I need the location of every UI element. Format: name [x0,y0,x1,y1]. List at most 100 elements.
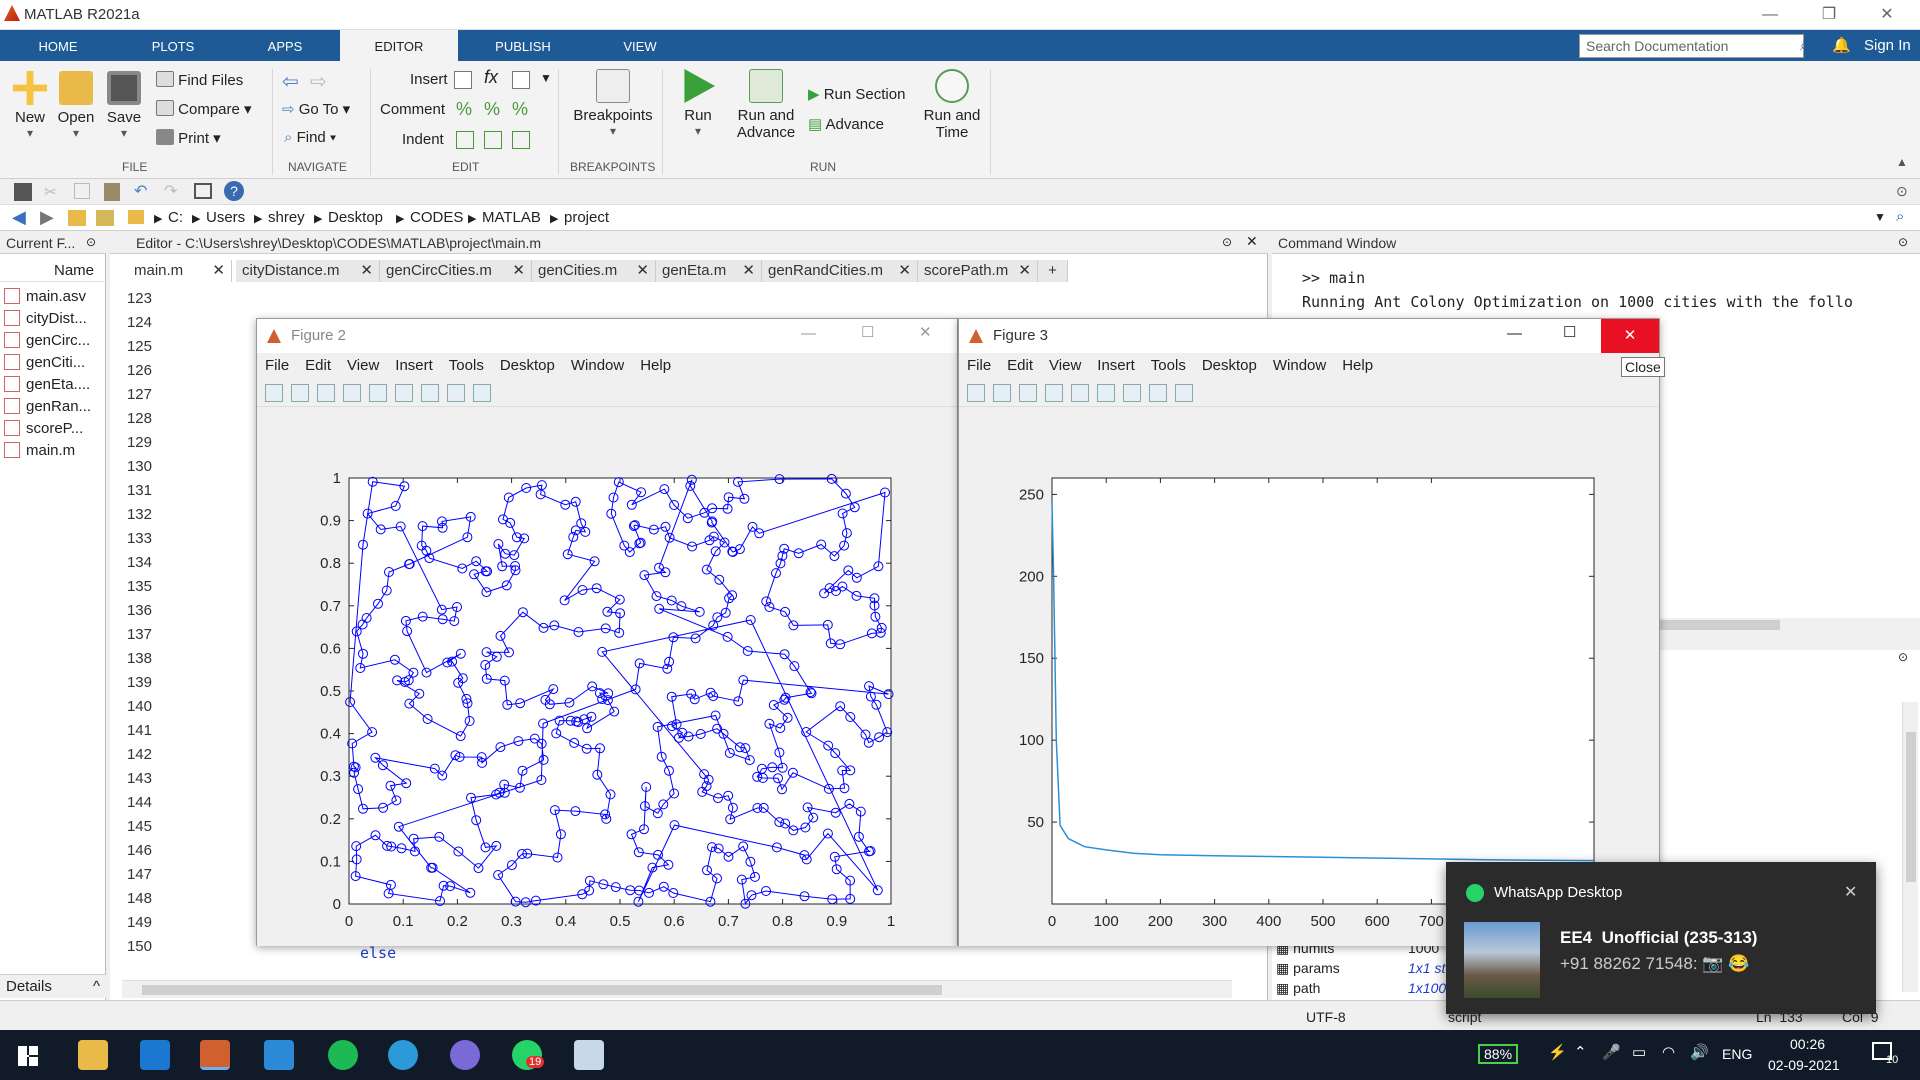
legend-icon[interactable] [1123,384,1141,402]
goto-button[interactable]: ⇨ Go To ▾ [282,101,351,118]
comment-button[interactable]: Comment [380,101,446,118]
open-icon[interactable] [993,384,1011,402]
menu-view[interactable]: View [1049,357,1082,374]
clock-date[interactable]: 02-09-2021 [1768,1057,1840,1073]
edge-icon[interactable] [388,1040,418,1070]
decrease-indent-icon[interactable] [512,131,530,149]
print-icon[interactable] [1045,384,1063,402]
open-icon[interactable] [291,384,309,402]
windows-start-icon[interactable] [18,1046,38,1066]
volume-icon[interactable]: 🔊 [1690,1044,1709,1061]
tab-view[interactable]: VIEW [623,39,657,54]
back-icon[interactable]: ◀ [12,207,26,227]
list-item[interactable]: genRan... [26,398,92,415]
menu-desktop[interactable]: Desktop [499,357,555,374]
maximize-button[interactable]: ☐ [861,324,875,341]
menu-edit[interactable]: Edit [1007,357,1034,374]
breakpoints-button[interactable]: Breakpoints ▾ [570,69,656,138]
edit-plot-icon[interactable] [1149,384,1167,402]
breadcrumb-codes[interactable]: CODES [410,209,464,226]
close-tab-icon[interactable]: ✕ [512,262,525,279]
path-dropdown-icon[interactable]: ▼ [1874,210,1886,224]
switch-windows-icon[interactable] [194,183,212,199]
menu-file[interactable]: File [967,357,992,374]
browse-folder-icon[interactable] [96,210,114,226]
toast-close-icon[interactable]: ✕ [1844,884,1858,901]
close-button[interactable]: ✕ [1601,319,1659,353]
close-tab-icon[interactable]: ✕ [898,262,911,279]
menu-insert[interactable]: Insert [395,357,433,374]
close-tab-icon[interactable]: ✕ [742,262,755,279]
figure-3-window[interactable]: Figure 3 — ☐ ✕ Close File Edit View Insert T… [958,318,1665,946]
print-button[interactable]: Print ▾ [156,129,221,147]
link-plot-icon[interactable] [369,384,387,402]
tab-gencities-m[interactable]: genCities.m ✕ [532,260,656,282]
colorbar-icon[interactable] [1097,384,1115,402]
list-item[interactable]: scoreP... [26,420,84,437]
menu-tools[interactable]: Tools [1150,357,1186,374]
tab-plots[interactable]: PLOTS [151,39,195,54]
horizontal-scrollbar[interactable] [122,980,1232,998]
collapse-ribbon-icon[interactable]: ▲ [1896,155,1908,169]
tsp-path-plot[interactable]: 0 0.1 0.2 0.3 0.4 0.5 0.6 0.7 0.8 0.9 1 0 0.1 0.2 0.3 0… [257,408,957,946]
editor-menu-icon[interactable]: ⊙ [1222,235,1233,249]
tab-apps[interactable]: APPS [267,39,303,54]
breadcrumb-c[interactable]: C: [168,209,183,226]
matlab-taskbar-icon[interactable] [200,1040,230,1070]
insert-section-icon[interactable] [454,71,472,89]
command-window-menu-icon[interactable]: ⊙ [1898,235,1909,249]
property-inspector-icon[interactable] [1175,384,1193,402]
menu-file[interactable]: File [265,357,290,374]
workspace-var-path[interactable]: ▦ path [1276,980,1321,996]
close-tab-icon[interactable]: ✕ [212,262,225,279]
increase-indent-icon[interactable] [484,131,502,149]
figure-2-window[interactable]: Figure 2 — ☐ ✕ File Edit View Insert Tools De… [256,318,958,946]
compare-button[interactable]: Compare ▾ [156,100,252,118]
menu-window[interactable]: Window [570,357,625,374]
fx-icon[interactable]: fx [484,67,499,87]
close-tab-icon[interactable]: ✕ [1018,262,1031,279]
minimize-button[interactable]: — [1507,325,1522,342]
menu-tools[interactable]: Tools [448,357,484,374]
run-and-advance-button[interactable]: Run and Advance [732,69,800,141]
file-explorer-icon[interactable] [78,1040,108,1070]
dropdown-arrow-icon[interactable]: ▼ [540,71,552,85]
name-column-header[interactable]: Name [0,260,106,282]
breadcrumb-shrey[interactable]: shrey [268,209,305,226]
workspace-scrollbar[interactable] [1902,702,1918,992]
up-folder-icon[interactable] [68,210,86,226]
run-and-time-button[interactable]: Run and Time [920,69,984,141]
tab-editor[interactable]: EDITOR [340,30,458,61]
forward-icon[interactable]: ▶ [40,207,54,227]
menu-insert[interactable]: Insert [1097,357,1135,374]
forward-arrow-icon[interactable]: ⇨ [310,71,327,93]
uncomment-icon[interactable]: % [484,99,501,119]
breadcrumb-matlab[interactable]: MATLAB [482,209,541,226]
print-icon[interactable] [343,384,361,402]
menu-help[interactable]: Help [640,357,672,374]
maximize-button[interactable]: ☐ [1563,324,1577,341]
legend-icon[interactable] [421,384,439,402]
minimize-button[interactable]: — [801,325,816,342]
notification-toast[interactable]: WhatsApp Desktop ✕ EE4 Unofficial (235-3… [1446,862,1876,1014]
open-button[interactable]: Open ▾ [56,71,96,140]
tab-publish[interactable]: PUBLISH [495,39,551,54]
save-icon[interactable] [14,183,32,201]
restore-button[interactable]: ❐ [1821,6,1837,23]
close-editor-icon[interactable]: ✕ [1246,233,1258,249]
list-item[interactable]: main.m [26,442,76,459]
wifi-icon[interactable]: ◠ [1662,1044,1676,1061]
clock-time[interactable]: 00:26 [1790,1036,1826,1052]
search-input[interactable]: Search Documentation [1579,34,1804,58]
menu-help[interactable]: Help [1342,357,1374,374]
insert-button[interactable]: Insert [410,71,448,88]
breadcrumb-project[interactable]: project [564,209,610,226]
list-item[interactable]: cityDist... [26,310,87,327]
menu-desktop[interactable]: Desktop [1201,357,1257,374]
advance-button[interactable]: ▤ Advance [808,116,884,133]
tab-scorepath-m[interactable]: scorePath.m ✕ [918,260,1038,282]
path-search-icon[interactable]: ⌕ [1896,208,1905,225]
smart-indent-icon[interactable] [456,131,474,149]
minimize-button[interactable]: — [1762,6,1778,23]
language-indicator[interactable]: ENG [1722,1046,1753,1062]
